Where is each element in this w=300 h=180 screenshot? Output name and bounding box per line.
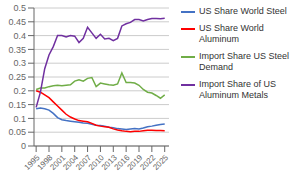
svg-text:2016: 2016	[112, 153, 132, 172]
svg-text:2004: 2004	[61, 153, 81, 172]
svg-text:1998: 1998	[35, 153, 55, 172]
svg-text:0: 0	[21, 141, 26, 151]
svg-text:0.4: 0.4	[13, 31, 26, 41]
svg-text:0.1: 0.1	[13, 114, 26, 124]
html-text:Demand: Demand	[199, 62, 233, 72]
svg-text:2019: 2019	[125, 153, 145, 172]
html-text:Aluminum Metals: Aluminum Metals	[199, 90, 268, 100]
html-text:Import Share of US: Import Share of US	[199, 79, 276, 89]
svg-text:0.5: 0.5	[13, 3, 26, 13]
svg-text:2013: 2013	[99, 153, 119, 172]
svg-text:2001: 2001	[48, 153, 68, 172]
svg-text:0.35: 0.35	[8, 45, 26, 55]
svg-text:2025: 2025	[151, 153, 170, 172]
svg-text:2007: 2007	[74, 153, 93, 172]
svg-text:2010: 2010	[86, 153, 106, 172]
svg-text:0.3: 0.3	[13, 58, 26, 68]
html-text:US Share World Aluminum: US Share World Aluminum	[199, 23, 264, 44]
svg-text:0.15: 0.15	[8, 100, 26, 110]
svg-text:0.2: 0.2	[13, 86, 26, 96]
svg-text:2022: 2022	[138, 153, 158, 172]
svg-text:0.25: 0.25	[8, 72, 26, 82]
html-text:Import Share US Steel: Import Share US Steel	[199, 51, 289, 61]
svg-text:1995: 1995	[22, 153, 42, 172]
svg-text:0.05: 0.05	[8, 127, 26, 137]
svg-text:0.45: 0.45	[8, 17, 26, 27]
html-text:US Share World Steel: US Share World Steel	[199, 6, 287, 16]
